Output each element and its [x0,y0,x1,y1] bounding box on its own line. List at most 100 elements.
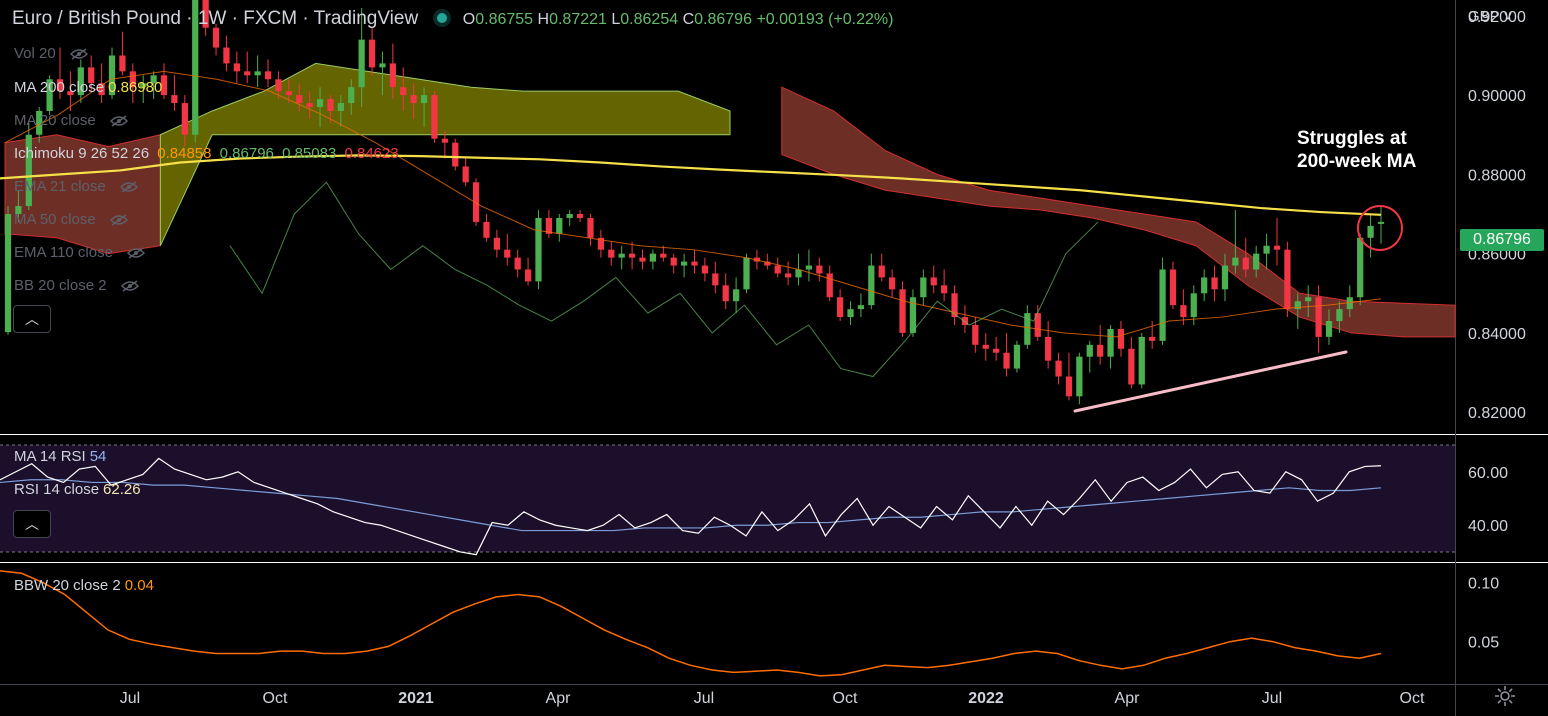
candle [1138,336,1145,385]
candle [337,103,344,111]
candle [1263,245,1270,254]
ohlc-readout: O0.86755 H0.87221 L0.86254 C0.86796 +0.0… [462,11,894,28]
ma200-line [0,154,1382,216]
candle [1211,277,1218,290]
candle [1325,321,1333,337]
legend-bb[interactable]: BB 20 close 2 [14,277,139,294]
candle [358,39,365,88]
interval[interactable]: 1W [197,8,227,29]
candle [1149,336,1156,341]
gear-icon[interactable] [1493,684,1517,708]
candle [1305,297,1312,302]
candle [795,269,802,278]
eye-hidden-icon[interactable] [109,115,128,127]
candle [1013,344,1021,369]
legend-vol[interactable]: Vol 20 [14,45,88,62]
candle [701,265,709,274]
legend-rsi[interactable]: RSI 14 close 62.26 [14,481,141,498]
candle [732,289,740,302]
candle [691,261,698,266]
ichimoku-lagging-span [229,181,1099,378]
price-tick-label: 0.92000 [1468,9,1526,26]
eye-hidden-icon[interactable] [69,48,88,60]
candle [223,47,230,64]
candle [1055,360,1062,377]
candle [88,67,95,84]
chart-annotation[interactable]: Struggles at 200-week MA [1297,128,1417,172]
candle [1128,348,1135,385]
legend-ma20[interactable]: MA 20 close [14,112,128,129]
legend-ma50[interactable]: MA 50 close [14,211,128,228]
candle [327,99,334,111]
candle [587,217,594,238]
candle [524,269,532,282]
candle [1086,344,1093,357]
market-status-icon [437,12,448,23]
candle [400,87,407,96]
time-tick-label: Apr [546,690,572,707]
candle [285,91,292,96]
candle [1159,269,1166,341]
candle [25,134,32,207]
candle [670,257,677,266]
time-tick-label: Oct [263,690,288,707]
candle [15,206,22,215]
candle [181,103,188,135]
bbw-tick-label: 0.05 [1468,635,1499,652]
candle [597,237,605,250]
candle [1169,269,1177,306]
candle [264,71,272,80]
legend-rsi-ma[interactable]: MA 14 RSI 54 [14,448,107,465]
candle [171,95,178,104]
price-tick-label: 0.88000 [1468,167,1526,184]
candle [296,95,303,104]
candle [649,253,657,262]
candle [67,91,74,96]
candle [46,79,53,111]
candle [920,277,927,298]
chart-header: Euro / British Pound · 1W · FXCM · Tradi… [12,8,894,29]
source: TradingView [313,8,419,29]
currency-selector[interactable]: GBP ˅ [1468,8,1513,25]
legend-ma200[interactable]: MA 200 close 0.86980 [14,79,163,96]
eye-hidden-icon[interactable] [109,214,128,226]
candle [576,214,584,218]
candle [1336,309,1343,322]
eye-hidden-icon[interactable] [127,247,146,259]
last-price-badge: 0.86796 [1460,229,1544,251]
collapse-rsi-legend-button[interactable]: ︿ [13,510,51,538]
candle [1284,249,1291,310]
eye-hidden-icon[interactable] [119,181,138,193]
symbol-name[interactable]: Euro / British Pound [12,8,181,29]
legend-ema110[interactable]: EMA 110 close [14,244,146,261]
legend-ichimoku[interactable]: Ichimoku 9 26 52 26 0.84858 0.86796 0.85… [14,145,399,162]
candle [1315,297,1322,337]
support-trendline [1073,350,1348,413]
candle [951,293,958,318]
legend-ema21[interactable]: EMA 21 close [14,178,138,195]
candle [1180,305,1187,318]
candle [254,71,261,76]
candle [1065,376,1073,397]
candle [857,305,865,310]
candle [1107,328,1114,357]
candle [618,253,625,258]
candle [774,265,781,274]
candle [1367,225,1374,238]
candle [212,27,220,48]
time-tick-label: Apr [1115,690,1141,707]
collapse-legend-button[interactable]: ︿ [13,305,51,333]
bbw-line [0,570,1382,677]
candle [483,221,490,238]
candle [233,63,240,72]
candle [930,277,937,286]
candle [743,257,750,290]
time-tick-label: Jul [694,690,714,707]
rsi-line [0,457,1382,556]
legend-bbw[interactable]: BBW 20 close 2 0.04 [14,577,154,594]
candle [348,87,355,104]
time-tick-label: 2022 [968,690,1004,707]
chevron-up-icon: ︿ [25,516,39,532]
eye-hidden-icon[interactable] [120,280,139,292]
